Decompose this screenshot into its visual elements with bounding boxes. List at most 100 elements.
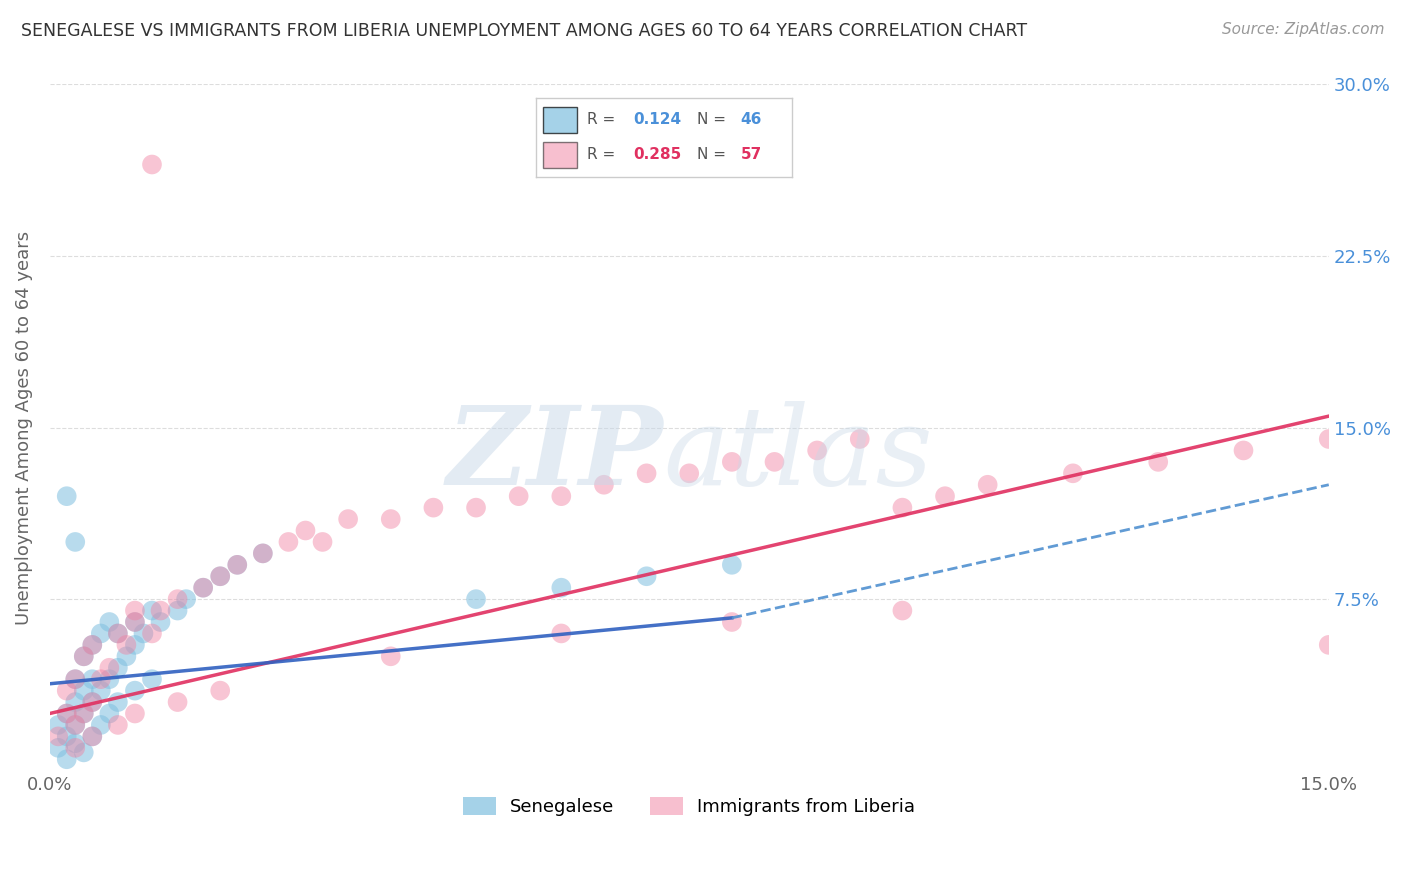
Point xyxy=(115,649,138,664)
Point xyxy=(82,730,104,744)
Point xyxy=(721,558,744,572)
Point xyxy=(46,730,69,744)
Point xyxy=(550,626,572,640)
Point xyxy=(891,500,914,515)
Point xyxy=(65,672,87,686)
Point xyxy=(191,581,214,595)
Y-axis label: Unemployment Among Ages 60 to 64 years: Unemployment Among Ages 60 to 64 years xyxy=(15,230,32,624)
Point xyxy=(65,695,87,709)
Point xyxy=(149,603,172,617)
Point xyxy=(721,455,744,469)
Point xyxy=(209,569,232,583)
Point xyxy=(678,467,700,481)
Point xyxy=(98,672,121,686)
Point xyxy=(934,489,956,503)
Point xyxy=(141,626,163,640)
Point xyxy=(107,626,129,640)
Point xyxy=(107,661,129,675)
Point xyxy=(124,603,146,617)
Point xyxy=(73,649,96,664)
Text: SENEGALESE VS IMMIGRANTS FROM LIBERIA UNEMPLOYMENT AMONG AGES 60 TO 64 YEARS COR: SENEGALESE VS IMMIGRANTS FROM LIBERIA UN… xyxy=(21,22,1028,40)
Point xyxy=(55,706,77,721)
Point xyxy=(226,558,249,572)
Point xyxy=(891,603,914,617)
Point xyxy=(55,683,77,698)
Point xyxy=(508,489,530,503)
Point xyxy=(1317,432,1340,446)
Point xyxy=(252,546,274,560)
Point xyxy=(1232,443,1254,458)
Point xyxy=(226,558,249,572)
Point xyxy=(191,581,214,595)
Point xyxy=(124,706,146,721)
Point xyxy=(73,649,96,664)
Point xyxy=(55,730,77,744)
Point xyxy=(422,500,444,515)
Point xyxy=(141,157,163,171)
Point xyxy=(550,489,572,503)
Point xyxy=(124,683,146,698)
Point xyxy=(82,695,104,709)
Point xyxy=(1147,455,1170,469)
Point xyxy=(806,443,828,458)
Point xyxy=(277,535,299,549)
Point xyxy=(65,718,87,732)
Point xyxy=(465,500,488,515)
Point xyxy=(98,615,121,629)
Point xyxy=(124,638,146,652)
Point xyxy=(166,592,188,607)
Legend: Senegalese, Immigrants from Liberia: Senegalese, Immigrants from Liberia xyxy=(456,789,922,823)
Point xyxy=(55,489,77,503)
Point xyxy=(46,740,69,755)
Point xyxy=(73,706,96,721)
Point xyxy=(73,683,96,698)
Point xyxy=(141,603,163,617)
Point xyxy=(174,592,197,607)
Point xyxy=(294,524,316,538)
Point xyxy=(65,535,87,549)
Point xyxy=(1062,467,1084,481)
Point xyxy=(209,683,232,698)
Point xyxy=(82,638,104,652)
Point xyxy=(98,706,121,721)
Point xyxy=(721,615,744,629)
Point xyxy=(252,546,274,560)
Point xyxy=(107,718,129,732)
Point xyxy=(73,706,96,721)
Point xyxy=(976,477,998,491)
Point xyxy=(90,683,112,698)
Point xyxy=(848,432,870,446)
Text: atlas: atlas xyxy=(664,401,934,508)
Point xyxy=(209,569,232,583)
Point xyxy=(636,467,658,481)
Point xyxy=(149,615,172,629)
Point xyxy=(107,626,129,640)
Point xyxy=(1317,638,1340,652)
Point xyxy=(380,512,402,526)
Point xyxy=(550,581,572,595)
Point xyxy=(55,706,77,721)
Point xyxy=(65,672,87,686)
Point xyxy=(98,661,121,675)
Point xyxy=(90,626,112,640)
Point xyxy=(141,672,163,686)
Point xyxy=(82,730,104,744)
Point xyxy=(82,672,104,686)
Point xyxy=(90,718,112,732)
Point xyxy=(65,736,87,750)
Point xyxy=(107,695,129,709)
Point xyxy=(82,638,104,652)
Point xyxy=(124,615,146,629)
Point xyxy=(593,477,616,491)
Point xyxy=(82,695,104,709)
Text: ZIP: ZIP xyxy=(447,401,664,508)
Point xyxy=(337,512,360,526)
Point xyxy=(90,672,112,686)
Point xyxy=(65,740,87,755)
Point xyxy=(73,745,96,759)
Point xyxy=(311,535,333,549)
Point xyxy=(763,455,786,469)
Point xyxy=(132,626,155,640)
Point xyxy=(166,695,188,709)
Point xyxy=(465,592,488,607)
